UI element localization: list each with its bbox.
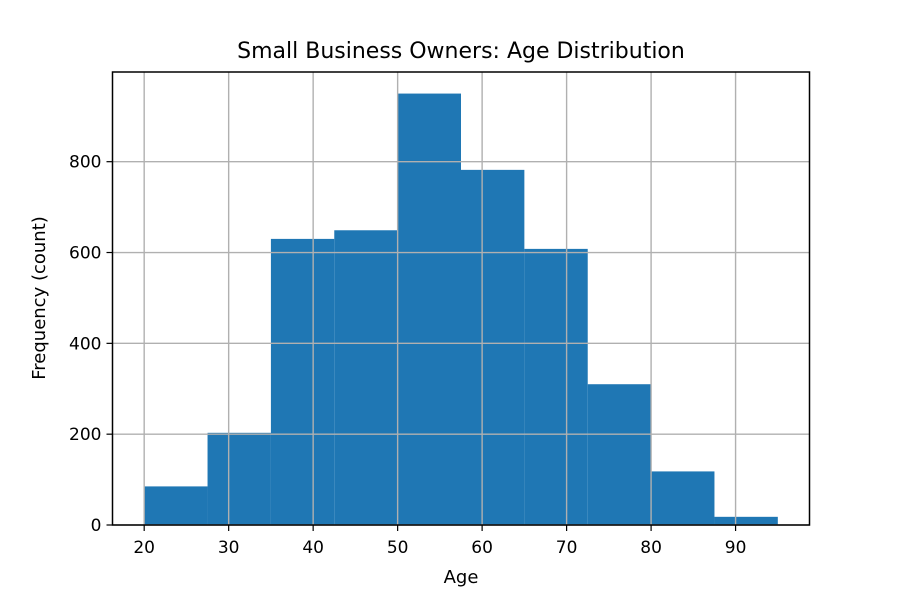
x-tick-label: 50 (387, 538, 409, 558)
histogram-bar (207, 432, 271, 525)
histogram-bar (714, 516, 778, 525)
histogram-bar (270, 238, 335, 526)
x-tick-label: 30 (218, 538, 240, 558)
y-tick-label: 0 (91, 516, 102, 536)
y-tick-label: 800 (69, 153, 101, 173)
x-tick-label: 80 (640, 538, 662, 558)
y-tick-label: 200 (69, 425, 101, 445)
plot-frame (111, 71, 811, 526)
histogram-bar (334, 230, 398, 525)
histogram-bar (524, 248, 588, 525)
x-axis-label: Age (444, 567, 479, 588)
histogram-bar (144, 486, 208, 525)
x-tick-label: 90 (725, 538, 747, 558)
histogram-bar (587, 384, 652, 525)
chart-title: Small Business Owners: Age Distribution (237, 39, 685, 64)
y-axis-ticks: 0 200 400 600 800 (69, 153, 113, 536)
histogram-bar (461, 169, 525, 526)
x-tick-label: 60 (471, 538, 493, 558)
histogram-bar (397, 93, 461, 526)
y-axis-label: Frequency (count) (29, 216, 50, 380)
y-tick-label: 600 (69, 244, 101, 264)
bars (112, 72, 810, 526)
x-tick-label: 70 (556, 538, 578, 558)
y-tick-label: 400 (69, 334, 101, 354)
histogram-bar (651, 471, 715, 525)
x-axis-ticks: 20 30 40 50 60 70 80 90 (133, 525, 746, 558)
x-tick-label: 20 (133, 538, 155, 558)
x-tick-label: 40 (302, 538, 324, 558)
